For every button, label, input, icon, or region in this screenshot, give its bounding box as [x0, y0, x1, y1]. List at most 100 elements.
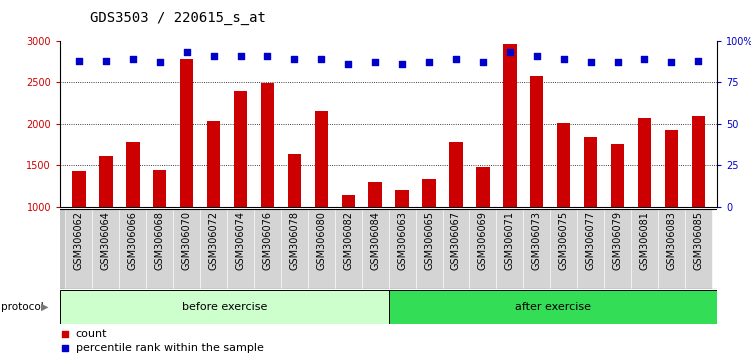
- Bar: [207, 121, 220, 207]
- Bar: [685, 209, 712, 289]
- Bar: [362, 209, 389, 289]
- Point: [423, 59, 435, 65]
- Bar: [153, 171, 167, 207]
- Bar: [557, 123, 571, 207]
- Bar: [584, 137, 597, 207]
- Bar: [335, 209, 362, 289]
- Bar: [173, 209, 200, 289]
- Text: before exercise: before exercise: [182, 302, 267, 312]
- Bar: [530, 76, 544, 207]
- Point: [450, 56, 462, 62]
- Bar: [146, 209, 173, 289]
- Bar: [665, 130, 678, 207]
- Bar: [389, 290, 717, 324]
- Text: GSM306085: GSM306085: [693, 211, 704, 270]
- Text: GSM306079: GSM306079: [613, 211, 623, 270]
- Point: [584, 59, 596, 65]
- Point: [207, 53, 219, 58]
- Bar: [415, 209, 442, 289]
- Text: GSM306065: GSM306065: [424, 211, 434, 270]
- Text: GSM306070: GSM306070: [182, 211, 192, 270]
- Bar: [442, 209, 469, 289]
- Bar: [308, 209, 335, 289]
- Bar: [60, 290, 389, 324]
- Bar: [611, 144, 624, 207]
- Point: [59, 331, 71, 336]
- Bar: [658, 209, 685, 289]
- Point: [154, 59, 166, 65]
- Bar: [496, 209, 523, 289]
- Bar: [550, 209, 578, 289]
- Bar: [523, 209, 550, 289]
- Bar: [261, 83, 274, 207]
- Text: GSM306062: GSM306062: [74, 211, 84, 270]
- Bar: [200, 209, 227, 289]
- Text: GSM306074: GSM306074: [236, 211, 246, 270]
- Text: GSM306064: GSM306064: [101, 211, 111, 270]
- Text: GSM306067: GSM306067: [451, 211, 461, 270]
- Text: percentile rank within the sample: percentile rank within the sample: [76, 343, 264, 353]
- Bar: [227, 209, 254, 289]
- Point: [611, 59, 623, 65]
- Point: [369, 59, 382, 65]
- Point: [59, 345, 71, 350]
- Point: [342, 61, 354, 67]
- Text: GSM306066: GSM306066: [128, 211, 137, 270]
- Text: GSM306081: GSM306081: [640, 211, 650, 270]
- Bar: [65, 209, 92, 289]
- Text: GSM306075: GSM306075: [559, 211, 569, 270]
- Point: [396, 61, 408, 67]
- Text: GSM306078: GSM306078: [289, 211, 300, 270]
- Point: [100, 58, 112, 63]
- Text: GSM306071: GSM306071: [505, 211, 515, 270]
- Point: [234, 53, 246, 58]
- Bar: [315, 112, 328, 207]
- Text: GSM306073: GSM306073: [532, 211, 541, 270]
- Text: after exercise: after exercise: [515, 302, 591, 312]
- Bar: [469, 209, 496, 289]
- Bar: [449, 142, 463, 207]
- Point: [638, 56, 650, 62]
- Text: GSM306063: GSM306063: [397, 211, 407, 270]
- Text: GSM306084: GSM306084: [370, 211, 380, 270]
- Text: GSM306082: GSM306082: [343, 211, 353, 270]
- Point: [477, 59, 489, 65]
- Text: GDS3503 / 220615_s_at: GDS3503 / 220615_s_at: [90, 11, 266, 25]
- Bar: [389, 209, 415, 289]
- Bar: [99, 155, 113, 207]
- Point: [558, 56, 570, 62]
- Point: [261, 53, 273, 58]
- Bar: [578, 209, 604, 289]
- Point: [73, 58, 85, 63]
- Point: [127, 56, 139, 62]
- Bar: [422, 179, 436, 207]
- Text: GSM306072: GSM306072: [209, 211, 219, 270]
- Text: GSM306083: GSM306083: [666, 211, 677, 270]
- Point: [531, 53, 543, 58]
- Text: GSM306069: GSM306069: [478, 211, 488, 270]
- Bar: [604, 209, 631, 289]
- Bar: [72, 171, 86, 207]
- Text: GSM306077: GSM306077: [586, 211, 596, 270]
- Text: GSM306080: GSM306080: [316, 211, 327, 270]
- Text: GSM306076: GSM306076: [262, 211, 273, 270]
- Point: [288, 56, 300, 62]
- Bar: [92, 209, 119, 289]
- Bar: [395, 190, 409, 207]
- Bar: [476, 167, 490, 207]
- Bar: [254, 209, 281, 289]
- Text: count: count: [76, 329, 107, 339]
- Point: [504, 50, 516, 55]
- Bar: [692, 116, 705, 207]
- Bar: [234, 91, 247, 207]
- Bar: [288, 154, 301, 207]
- Bar: [119, 209, 146, 289]
- Point: [665, 59, 677, 65]
- Bar: [180, 59, 194, 207]
- Point: [181, 50, 193, 55]
- Text: GSM306068: GSM306068: [155, 211, 164, 270]
- Bar: [503, 44, 517, 207]
- Bar: [369, 182, 382, 207]
- Text: ▶: ▶: [41, 302, 49, 312]
- Bar: [342, 195, 355, 207]
